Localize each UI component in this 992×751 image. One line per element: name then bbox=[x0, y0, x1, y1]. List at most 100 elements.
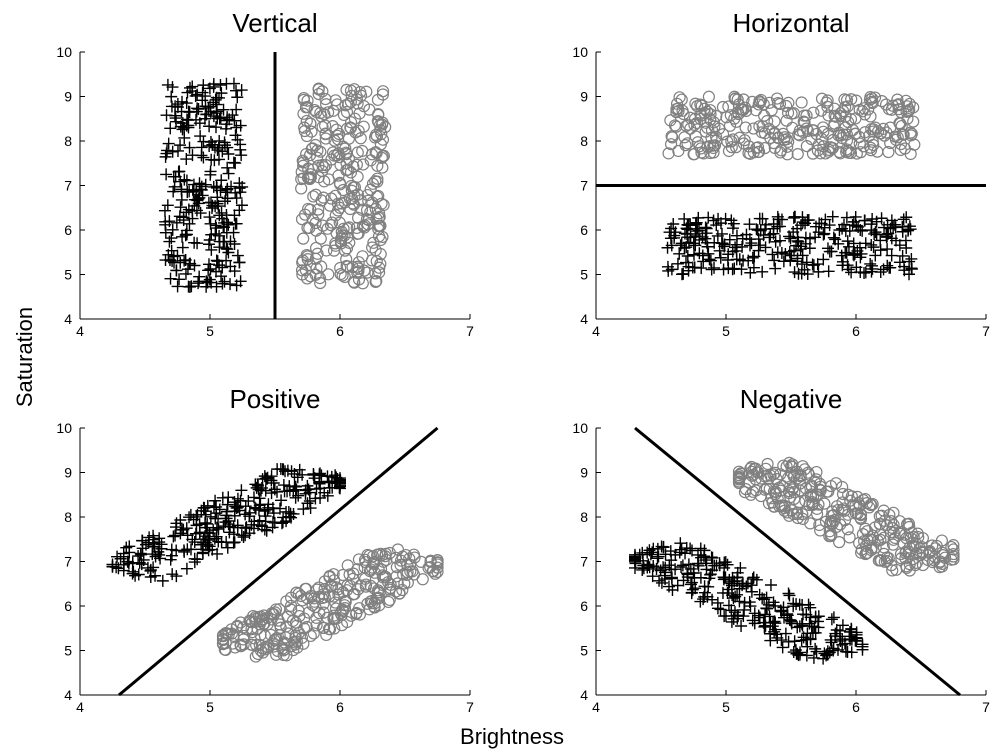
data-point-plus bbox=[825, 245, 838, 258]
data-point-plus bbox=[274, 462, 287, 475]
data-point-plus bbox=[905, 262, 918, 275]
data-point-plus bbox=[684, 542, 697, 555]
data-point-circle bbox=[695, 99, 708, 112]
data-point-circle bbox=[731, 93, 744, 106]
data-point-circle bbox=[903, 520, 916, 534]
data-point-circle bbox=[910, 556, 923, 569]
data-point-plus bbox=[883, 261, 896, 274]
data-point-plus bbox=[750, 573, 763, 586]
data-point-plus bbox=[237, 530, 250, 543]
data-point-circle bbox=[244, 615, 257, 628]
data-point-plus bbox=[787, 600, 800, 613]
data-point-plus bbox=[188, 536, 201, 549]
data-point-plus bbox=[222, 167, 235, 180]
data-point-plus bbox=[175, 105, 188, 118]
data-point-circle bbox=[329, 596, 342, 609]
data-point-circle bbox=[357, 158, 370, 171]
data-point-plus bbox=[657, 540, 670, 553]
data-point-circle bbox=[806, 124, 819, 137]
data-point-plus bbox=[292, 489, 305, 502]
data-point-plus bbox=[273, 502, 286, 515]
data-point-plus bbox=[689, 239, 702, 252]
data-point-plus bbox=[657, 561, 670, 574]
data-point-plus bbox=[202, 258, 215, 271]
data-point-plus bbox=[169, 529, 182, 542]
y-tick-label: 7 bbox=[580, 554, 588, 570]
data-point-plus bbox=[763, 231, 776, 244]
y-tick-label: 6 bbox=[580, 222, 588, 238]
data-point-plus bbox=[228, 209, 241, 222]
data-point-plus bbox=[682, 236, 695, 249]
data-point-circle bbox=[782, 96, 795, 109]
data-point-circle bbox=[304, 589, 318, 603]
data-point-circle bbox=[416, 573, 429, 586]
data-point-plus bbox=[822, 265, 835, 278]
data-point-plus bbox=[704, 568, 717, 581]
data-point-plus bbox=[182, 119, 195, 132]
data-point-plus bbox=[678, 212, 691, 225]
data-point-plus bbox=[231, 492, 244, 505]
data-point-circle bbox=[352, 256, 365, 269]
data-point-plus bbox=[766, 248, 779, 261]
data-point-circle bbox=[301, 202, 315, 216]
data-point-plus bbox=[165, 90, 178, 103]
data-point-circle bbox=[356, 277, 369, 290]
data-point-circle bbox=[346, 572, 360, 585]
data-point-circle bbox=[340, 259, 353, 273]
data-point-plus bbox=[629, 548, 641, 561]
data-point-circle bbox=[335, 197, 348, 210]
data-point-plus bbox=[159, 150, 172, 163]
data-point-circle bbox=[863, 129, 876, 142]
data-point-plus bbox=[652, 550, 665, 563]
data-point-circle bbox=[836, 480, 849, 494]
data-point-circle bbox=[351, 170, 364, 183]
data-point-circle bbox=[916, 532, 929, 545]
data-point-plus bbox=[805, 620, 818, 633]
data-point-plus bbox=[207, 180, 220, 193]
data-point-plus bbox=[733, 595, 746, 608]
data-point-plus bbox=[716, 586, 729, 599]
data-point-plus bbox=[212, 523, 225, 536]
data-point-plus bbox=[265, 487, 278, 500]
data-point-circle bbox=[376, 85, 390, 98]
data-point-circle bbox=[886, 99, 900, 112]
data-point-circle bbox=[772, 131, 785, 145]
data-point-circle bbox=[907, 115, 920, 128]
data-point-circle bbox=[332, 583, 345, 596]
data-point-plus bbox=[175, 193, 188, 206]
data-point-circle bbox=[265, 607, 278, 620]
data-point-plus bbox=[661, 241, 674, 254]
data-point-plus bbox=[182, 203, 195, 216]
data-point-circle bbox=[694, 98, 707, 111]
data-point-plus bbox=[211, 144, 224, 157]
x-tick-label: 6 bbox=[336, 323, 344, 339]
y-tick-label: 5 bbox=[64, 643, 72, 659]
data-point-plus bbox=[646, 570, 659, 583]
data-point-plus bbox=[882, 227, 895, 240]
data-point-circle bbox=[376, 118, 389, 131]
data-point-plus bbox=[804, 633, 817, 646]
data-point-plus bbox=[867, 241, 880, 254]
y-tick-label: 6 bbox=[64, 222, 72, 238]
data-point-circle bbox=[427, 565, 440, 578]
data-point-plus bbox=[836, 222, 849, 235]
data-point-circle bbox=[300, 620, 313, 634]
y-tick-label: 9 bbox=[64, 89, 72, 105]
data-point-plus bbox=[204, 100, 217, 113]
data-point-circle bbox=[862, 103, 875, 116]
data-point-plus bbox=[679, 547, 692, 560]
data-point-circle bbox=[431, 554, 444, 567]
data-point-plus bbox=[169, 170, 182, 183]
data-point-plus bbox=[207, 80, 220, 93]
data-point-plus bbox=[793, 620, 806, 633]
data-point-plus bbox=[189, 113, 202, 126]
data-point-circle bbox=[745, 469, 759, 482]
data-point-plus bbox=[678, 227, 691, 240]
data-point-circle bbox=[314, 232, 327, 245]
data-point-plus bbox=[807, 651, 820, 664]
data-point-plus bbox=[784, 232, 797, 245]
data-point-circle bbox=[337, 222, 350, 235]
data-point-plus bbox=[840, 246, 853, 259]
data-point-circle bbox=[325, 153, 338, 166]
x-tick-label: 5 bbox=[206, 699, 214, 715]
